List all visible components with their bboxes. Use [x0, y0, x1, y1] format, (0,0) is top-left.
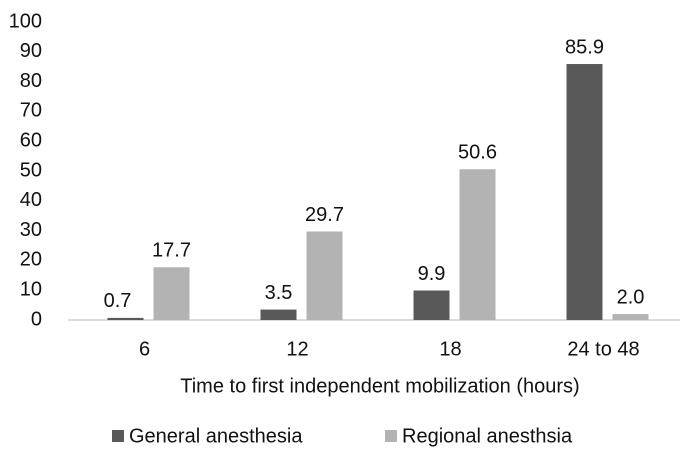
legend-label: Regional anesthsia: [402, 425, 573, 447]
bar: [459, 169, 496, 320]
y-tick-label: 0: [31, 308, 42, 330]
y-tick-label: 40: [20, 189, 42, 211]
bar: [107, 317, 144, 320]
y-tick-label: 70: [20, 100, 42, 122]
value-label: 85.9: [565, 36, 604, 58]
x-axis-title: Time to first independent mobilization (…: [180, 375, 579, 397]
y-tick-label: 80: [20, 70, 42, 92]
y-tick-label: 30: [20, 219, 42, 241]
value-label: 0.7: [104, 290, 132, 312]
value-label: 2.0: [617, 286, 645, 308]
y-tick-label: 20: [20, 249, 42, 271]
y-tick-label: 60: [20, 129, 42, 151]
bar: [260, 309, 297, 320]
value-label: 50.6: [458, 141, 497, 163]
legend-swatch: [385, 430, 397, 442]
value-label: 29.7: [305, 204, 344, 226]
value-label: 17.7: [152, 240, 191, 262]
x-tick-label: 18: [439, 338, 461, 360]
x-tick-label: 6: [139, 338, 150, 360]
value-label: 3.5: [265, 282, 293, 304]
legend-label: General anesthesia: [129, 425, 303, 447]
y-tick-label: 90: [20, 40, 42, 62]
y-tick-label: 50: [20, 159, 42, 181]
bar: [306, 231, 343, 320]
bar: [153, 267, 190, 320]
value-label: 9.9: [418, 263, 446, 285]
x-tick-label: 24 to 48: [567, 338, 639, 360]
bar: [413, 290, 450, 320]
legend-swatch: [112, 430, 124, 442]
bar: [566, 64, 603, 320]
y-tick-label: 100: [9, 10, 42, 32]
bar: [612, 314, 649, 320]
y-tick-label: 10: [20, 278, 42, 300]
x-tick-label: 12: [286, 338, 308, 360]
